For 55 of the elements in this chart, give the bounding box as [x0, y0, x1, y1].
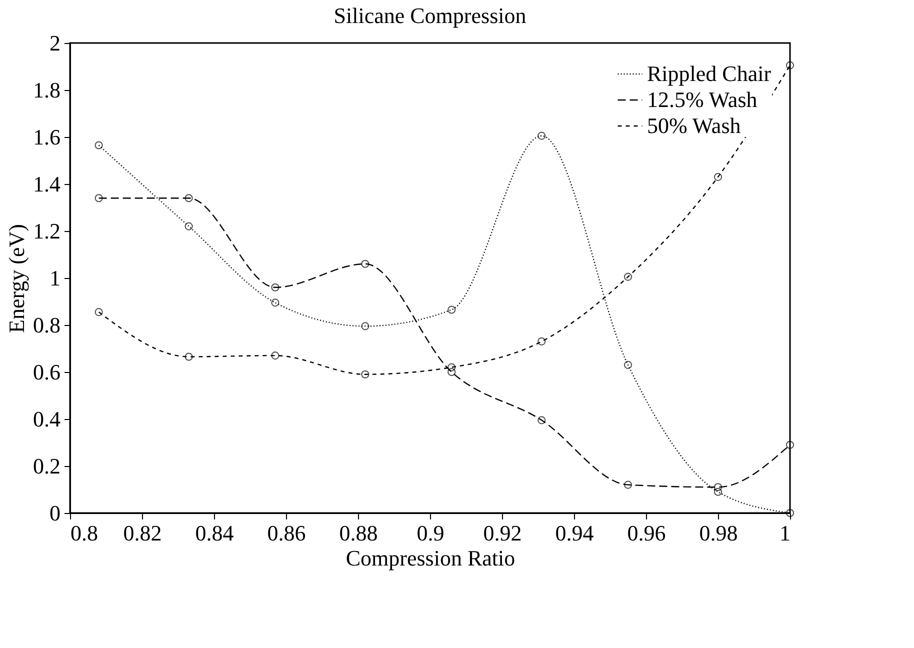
point: [624, 360, 632, 369]
point: [538, 337, 546, 346]
x-tick-label: 0.88: [339, 520, 378, 546]
y-axis-title: Energy (eV): [4, 224, 29, 333]
y-tick-label: 1.8: [33, 78, 60, 102]
point: [271, 283, 280, 292]
x-tick-label: 0.82: [123, 520, 162, 546]
point: [624, 272, 632, 281]
x-tick-label: 0.9: [416, 520, 444, 546]
y-tick-label: 1.4: [33, 172, 60, 196]
point: [94, 194, 103, 202]
x-tick-label: 1: [780, 520, 790, 546]
point: [361, 322, 370, 330]
legend-label: 12.5% Wash: [647, 87, 758, 112]
chart-title: Silicane Compression: [334, 3, 526, 28]
point: [714, 488, 722, 496]
x-axis-title: Compression Ratio: [346, 546, 516, 570]
x-tick-label: 0.98: [699, 520, 738, 546]
point: [714, 172, 722, 181]
y-tick-label: 0.4: [33, 406, 60, 432]
y-tick-label: 1.2: [33, 218, 60, 244]
point: [624, 480, 632, 489]
point: [361, 370, 370, 378]
legend-label: 50% Wash: [647, 113, 741, 138]
point: [94, 141, 103, 150]
point: [184, 194, 193, 202]
point: [448, 363, 456, 372]
y-tick-label: 0.2: [33, 454, 60, 478]
point: [448, 306, 456, 314]
y-tick-label: 1.6: [33, 124, 60, 150]
point: [361, 260, 370, 268]
y-tick-label: 0.8: [33, 312, 60, 338]
y-tick-label: 2: [50, 30, 60, 56]
point: [786, 61, 794, 70]
x-tick-label: 0.8: [70, 520, 98, 546]
point: [448, 368, 456, 376]
x-tick-label: 0.92: [483, 520, 522, 546]
x-tick-label: 0.84: [195, 520, 234, 546]
point: [538, 132, 546, 140]
point: [184, 352, 193, 361]
point: [94, 308, 103, 316]
point: [184, 222, 193, 230]
point: [271, 298, 280, 307]
y-tick-label: 0: [50, 500, 60, 526]
point: [714, 483, 722, 492]
x-tick-label: 0.94: [555, 520, 594, 546]
x-tick-label: 0.96: [627, 520, 666, 546]
x-tick-label: 0.86: [267, 520, 306, 546]
point: [538, 416, 546, 424]
point: [786, 440, 794, 449]
y-tick-label: 0.6: [33, 360, 60, 384]
y-tick-label: 1: [50, 266, 60, 290]
point: [271, 352, 280, 360]
legend-label: Rippled Chair: [647, 61, 772, 86]
point: [786, 508, 794, 518]
